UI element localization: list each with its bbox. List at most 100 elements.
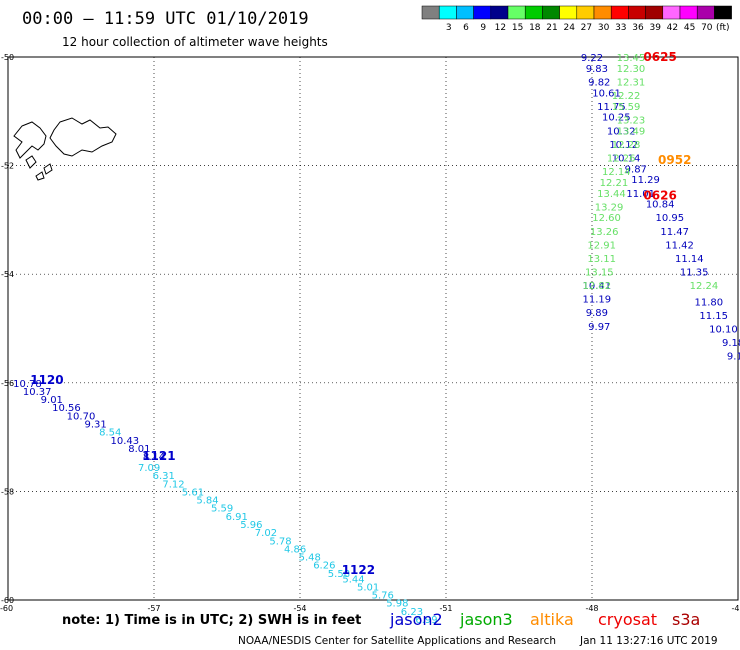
wave-height-value: 6.23 [401, 607, 423, 618]
wave-height-value: 13.26 [590, 227, 619, 238]
wave-height-value: 12.21 [600, 178, 629, 189]
wave-height-value: 9.22 [581, 53, 603, 64]
wave-height-value: 13.29 [595, 202, 624, 213]
legend-swatch [559, 5, 578, 20]
wave-height-value: 7.12 [162, 479, 184, 490]
wave-height-value: 13.15 [585, 267, 614, 278]
map-title: 00:00 – 11:59 UTC 01/10/2019 [22, 9, 309, 29]
wave-height-value: 10.10 [709, 325, 738, 336]
legend-tick-label: 36 [632, 23, 644, 33]
lat-tick-label: -58 [1, 487, 14, 496]
legend-swatch [490, 5, 509, 20]
wave-height-value: 10.56 [52, 403, 81, 414]
wave-height-value: 11.01 [626, 189, 655, 200]
wave-height-value: 13.44 [597, 189, 626, 200]
legend-tick-label: 18 [529, 23, 541, 33]
legend-swatch [576, 5, 595, 20]
legend-tick-label: 30 [598, 23, 610, 33]
wave-height-value: 5.96 [240, 520, 262, 531]
wave-height-value: 5.78 [269, 536, 291, 547]
lat-tick-label: -52 [1, 162, 14, 171]
legend-swatch [421, 5, 440, 20]
legend-swatch [696, 5, 715, 20]
wave-height-value: 6.26 [313, 561, 335, 572]
legend-swatch [542, 5, 560, 20]
legend-tick-label: 39 [649, 23, 661, 33]
legend-tick-label: 3 [446, 23, 452, 33]
footer-credit: NOAA/NESDIS Center for Satellite Applica… [238, 635, 556, 647]
lon-tick-label: -51 [439, 604, 452, 613]
wave-height-value: 5.98 [386, 599, 408, 610]
wave-height-value: 5.59 [211, 504, 233, 515]
wave-height-value: 11.19 [583, 295, 612, 306]
footer-timestamp: Jan 11 13:27:16 UTC 2019 [579, 635, 718, 647]
wave-height-value: 5.58 [328, 569, 350, 580]
wave-height-value: 11.47 [660, 227, 689, 238]
wave-height-value: 12.31 [617, 77, 646, 88]
satellite-name: cryosat [598, 610, 657, 629]
wave-height-value: 5.44 [342, 574, 364, 585]
legend-swatch [593, 5, 612, 20]
wave-height-value: 10.32 [607, 126, 636, 137]
pass-time-label: 1120 [30, 373, 63, 387]
legend-swatch [679, 5, 698, 20]
footer: note: 1) Time is in UTC; 2) SWH is in fe… [62, 610, 718, 647]
wave-height-value: 5.84 [196, 496, 218, 507]
wave-height-value: 11.80 [694, 297, 723, 308]
satellite-name: jason3 [459, 610, 513, 629]
wave-height-value: 7.02 [255, 528, 277, 539]
pass-time-label: 0625 [643, 50, 676, 64]
wave-height-value: 11.42 [665, 240, 694, 251]
satellite-legend: jason2 jason3 altika cryosat s3a [389, 610, 700, 629]
lat-tick-label: -60 [1, 596, 14, 605]
wave-height-value: 11.29 [631, 175, 660, 186]
wave-height-value: 5.01 [357, 582, 379, 593]
wave-height-value: 10.43 [110, 436, 139, 447]
legend-swatch [645, 5, 664, 20]
wave-height-value: 5.76 [372, 591, 394, 602]
map-frame [7, 56, 739, 601]
wave-height-value: 9.82 [588, 77, 610, 88]
wave-height-value: 9.89 [586, 308, 608, 319]
legend-swatch [628, 5, 646, 20]
pass-time-label: 0626 [643, 188, 676, 202]
lat-tick-label: -54 [1, 270, 14, 279]
wave-height-value: 9.97 [588, 322, 610, 333]
color-legend: 3 6 9 12 15 18 21 24 27 30 33 36 39 42 45 70 (ft) [421, 5, 732, 33]
wave-height-value: 8.01 [128, 444, 150, 455]
wave-height-value: 10.78 [13, 379, 42, 390]
footer-note: note: 1) Time is in UTC; 2) SWH is in fe… [62, 613, 361, 628]
falkland-islands-landmass [13, 117, 117, 181]
lat-lon-grid [8, 57, 738, 600]
wave-height-value: 12.22 [612, 91, 641, 102]
wave-height-value: 11.75 [597, 102, 626, 113]
wave-height-value: 6.91 [226, 512, 248, 523]
legend-tick-label: 15 [512, 23, 523, 33]
wave-height-value: 12.24 [690, 281, 719, 292]
legend-tick-label: 12 [495, 23, 506, 33]
legend-swatch [438, 5, 457, 20]
wave-height-value: 12.82 [583, 281, 612, 292]
legend-tick-label: 70 [701, 23, 713, 33]
pass-time-label: 1122 [342, 563, 375, 577]
wave-height-value: 15.59 [612, 102, 641, 113]
wave-height-value: 9.18 [722, 338, 740, 349]
legend-tick-label: 9 [480, 23, 486, 33]
wave-height-value: 11.15 [699, 311, 728, 322]
map-subtitle: 12 hour collection of altimeter wave hei… [62, 35, 328, 49]
wave-height-value: 13.45 [617, 53, 646, 64]
wave-height-value: 10.61 [592, 88, 621, 99]
wave-height-value: 10.95 [656, 213, 685, 224]
legend-swatch [610, 5, 629, 20]
legend-unit: (ft) [716, 23, 730, 33]
lon-tick-label: -48 [585, 604, 598, 613]
legend-swatch [662, 5, 681, 20]
legend-swatch [507, 5, 526, 20]
wave-height-value: 8.54 [99, 428, 121, 439]
wave-height-value: 5.61 [182, 487, 204, 498]
wave-height-value: 6.31 [153, 471, 175, 482]
lon-tick-label: -54 [293, 604, 306, 613]
wave-height-value: 13.49 [617, 126, 646, 137]
legend-tick-label: 45 [684, 23, 695, 33]
